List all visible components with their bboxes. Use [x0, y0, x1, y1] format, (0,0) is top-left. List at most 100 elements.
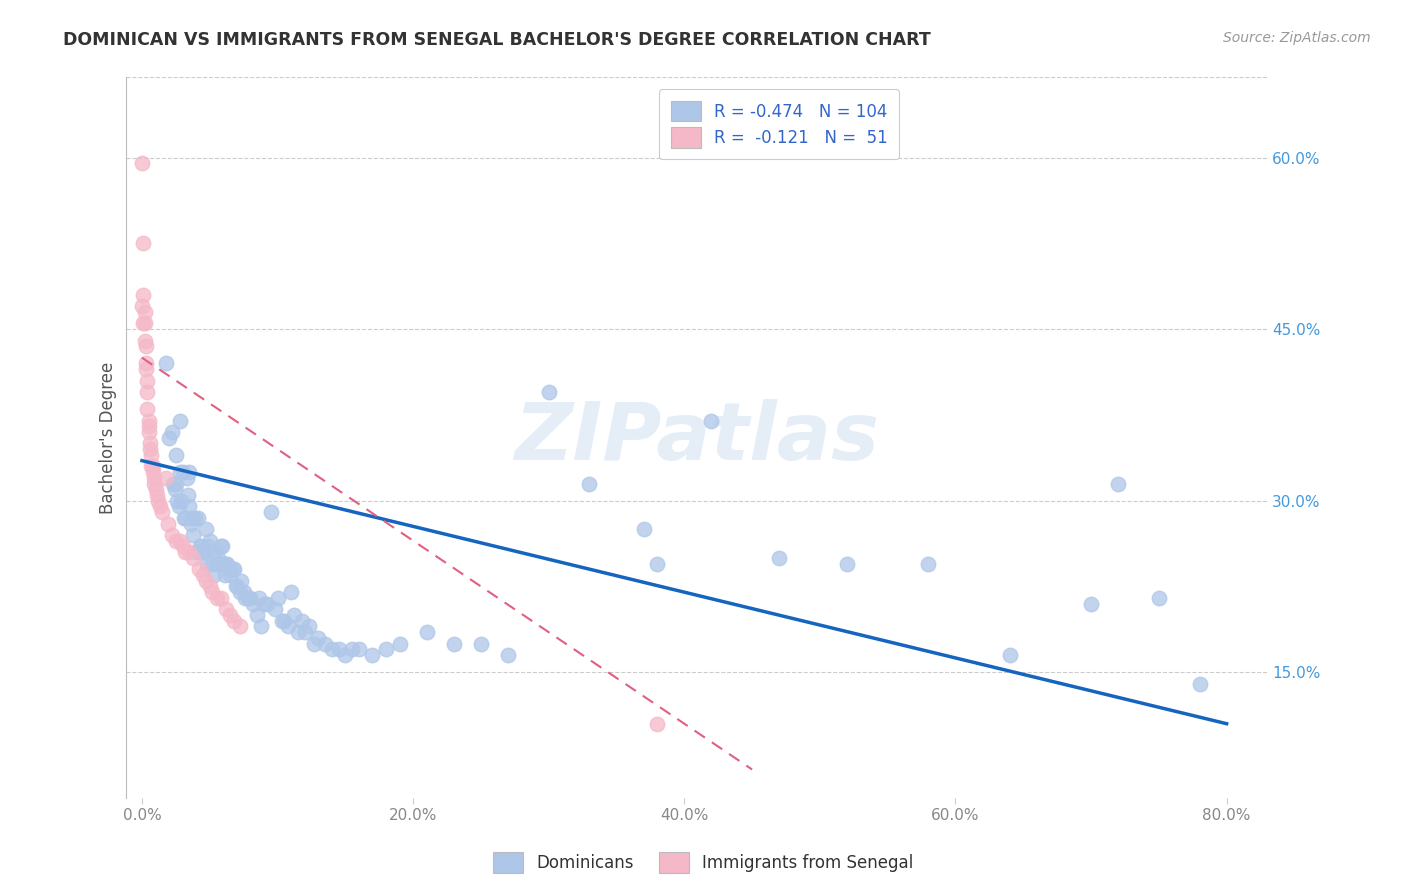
Point [148, 493, 170, 508]
Point [134, 305, 156, 319]
Point [160, 528, 183, 542]
Point [1080, 597, 1102, 611]
Point [165, 533, 187, 548]
Point [188, 540, 211, 554]
Point [224, 614, 246, 628]
Point [167, 500, 190, 514]
Point [143, 471, 166, 485]
Point [700, 414, 723, 428]
Point [169, 533, 191, 548]
Point [135, 339, 157, 353]
Point [181, 511, 204, 525]
Point [219, 608, 242, 623]
Point [195, 557, 218, 571]
Point [270, 614, 292, 628]
Point [131, 299, 153, 313]
Point [191, 568, 214, 582]
Point [228, 585, 250, 599]
Point [179, 465, 201, 479]
Point [225, 579, 247, 593]
Point [229, 574, 252, 588]
Point [179, 545, 201, 559]
Point [207, 550, 229, 565]
Point [375, 642, 398, 657]
Point [294, 625, 316, 640]
Point [177, 488, 200, 502]
Legend: Dominicans, Immigrants from Senegal: Dominicans, Immigrants from Senegal [486, 846, 920, 880]
Point [242, 597, 264, 611]
Point [260, 505, 283, 519]
Point [578, 476, 600, 491]
Point [166, 493, 188, 508]
Point [163, 482, 186, 496]
Point [170, 493, 193, 508]
Point [184, 511, 207, 525]
Point [194, 574, 217, 588]
Point [246, 608, 269, 623]
Point [917, 557, 939, 571]
Point [134, 334, 156, 348]
Point [233, 591, 256, 605]
Point [212, 557, 235, 571]
Point [132, 236, 155, 251]
Point [273, 614, 295, 628]
Point [205, 557, 228, 571]
Point [283, 608, 305, 623]
Point [174, 511, 197, 525]
Point [155, 471, 177, 485]
Point [143, 476, 166, 491]
Point [141, 448, 163, 462]
Point [291, 614, 314, 628]
Point [1188, 676, 1211, 690]
Point [198, 533, 221, 548]
Point [328, 642, 350, 657]
Point [176, 471, 198, 485]
Point [172, 540, 194, 554]
Point [307, 631, 329, 645]
Point [247, 591, 270, 605]
Point [139, 436, 162, 450]
Point [215, 602, 238, 616]
Point [201, 585, 224, 599]
Point [156, 516, 179, 531]
Point [136, 374, 159, 388]
Point [138, 414, 160, 428]
Point [142, 465, 165, 479]
Point [1147, 591, 1170, 605]
Point [321, 642, 343, 657]
Point [186, 545, 208, 559]
Point [211, 540, 233, 554]
Point [142, 459, 165, 474]
Point [139, 442, 162, 457]
Point [183, 528, 205, 542]
Point [180, 516, 202, 531]
Point [302, 637, 325, 651]
Point [335, 648, 357, 662]
Point [633, 522, 655, 536]
Point [250, 619, 273, 633]
Point [194, 522, 217, 536]
Point [169, 465, 191, 479]
Point [496, 648, 519, 662]
Point [209, 540, 232, 554]
Point [277, 619, 299, 633]
Point [219, 568, 242, 582]
Point [645, 557, 668, 571]
Point [169, 414, 191, 428]
Point [768, 550, 790, 565]
Point [225, 579, 247, 593]
Text: DOMINICAN VS IMMIGRANTS FROM SENEGAL BACHELOR'S DEGREE CORRELATION CHART: DOMINICAN VS IMMIGRANTS FROM SENEGAL BAC… [63, 31, 931, 49]
Point [228, 619, 250, 633]
Point [287, 625, 309, 640]
Point [179, 500, 201, 514]
Point [198, 579, 221, 593]
Point [236, 591, 259, 605]
Point [136, 402, 159, 417]
Point [256, 597, 278, 611]
Point [193, 545, 215, 559]
Point [204, 545, 226, 559]
Point [136, 384, 159, 399]
Point [209, 591, 232, 605]
Point [645, 716, 668, 731]
Point [239, 591, 262, 605]
